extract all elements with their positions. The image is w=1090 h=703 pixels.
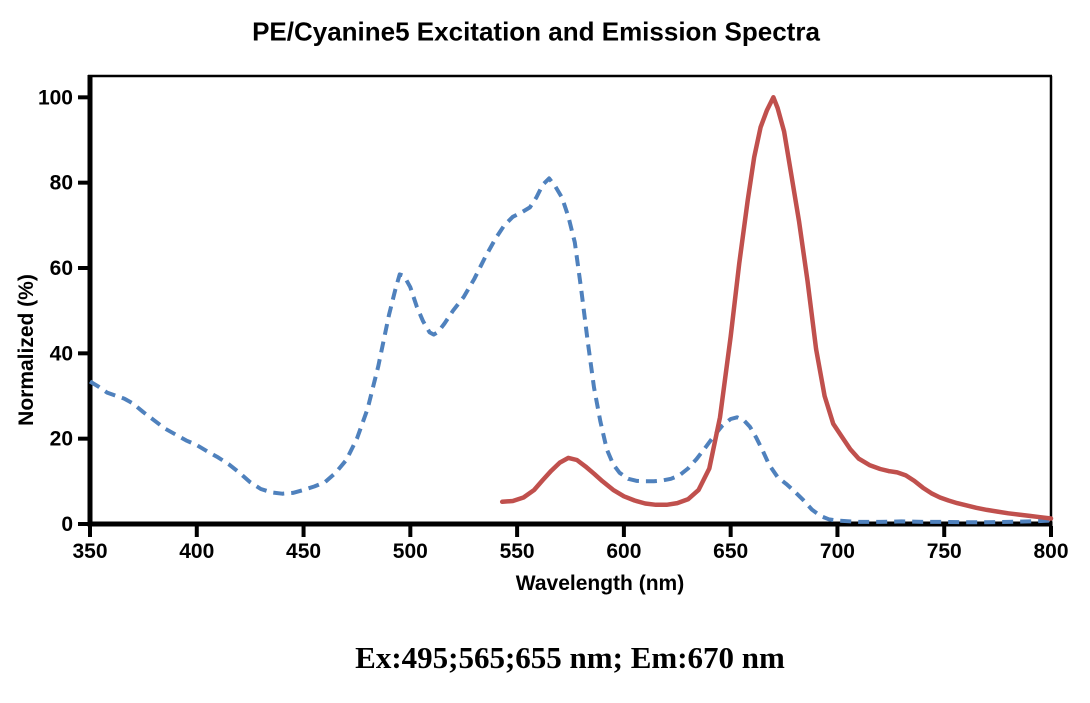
x-tick-label: 500 [393,540,428,563]
x-tick-label: 800 [1033,540,1068,563]
x-tick-label: 600 [606,540,641,563]
spectra-annotation: Ex:495;565;655 nm; Em:670 nm [355,640,785,675]
y-tick-label: 40 [50,342,73,365]
y-tick-label: 0 [61,513,73,536]
x-tick-label: 400 [179,540,214,563]
x-tick-label: 450 [286,540,321,563]
x-tick-label: 750 [927,540,962,563]
y-axis-label: Normalized (%) [15,274,38,426]
y-tick-label: 60 [50,257,73,280]
excitation-curve [88,176,1052,525]
x-tick-label: 550 [500,540,535,563]
x-tick-label: 350 [72,540,107,563]
chart-title: PE/Cyanine5 Excitation and Emission Spec… [252,16,820,47]
x-tick-label: 650 [713,540,748,563]
y-tick-label: 100 [38,86,73,109]
emission-curve [499,95,1054,521]
x-axis-label: Wavelength (nm) [515,572,685,595]
y-tick-label: 80 [50,172,73,195]
y-tick-label: 20 [50,428,73,451]
x-tick-label: 700 [820,540,855,563]
